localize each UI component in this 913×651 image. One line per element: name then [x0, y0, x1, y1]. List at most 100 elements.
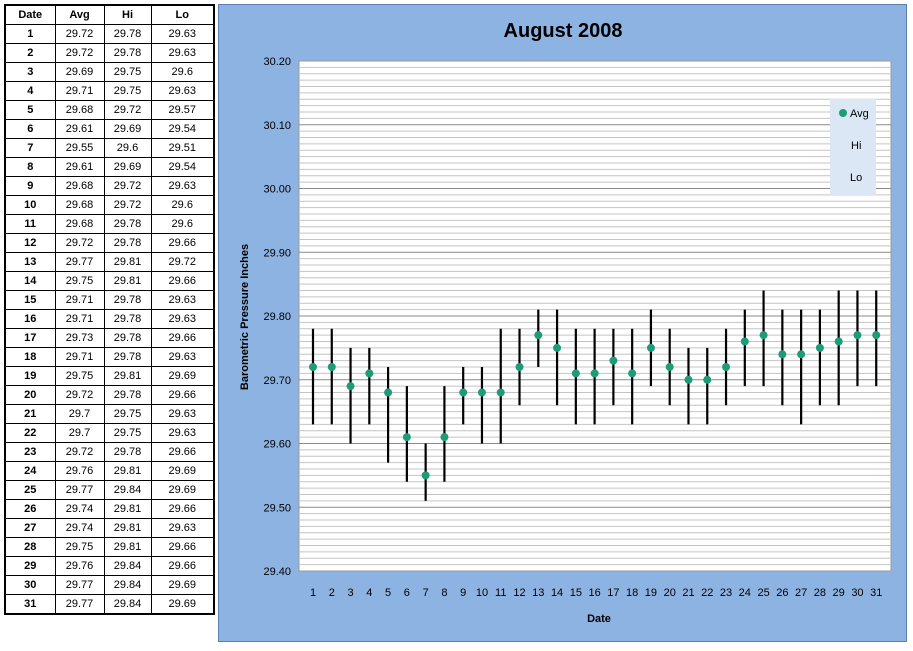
- cell-date: 21: [4, 404, 56, 424]
- cell-avg: 29.7: [54, 404, 105, 424]
- header-hi: Hi: [103, 4, 152, 25]
- cell-lo: 29.63: [150, 347, 215, 367]
- cell-hi: 29.78: [103, 24, 152, 44]
- x-tick-label: 18: [626, 587, 638, 599]
- table-row: 9 29.68 29.72 29.63: [4, 176, 215, 196]
- x-tick-label: 19: [645, 587, 657, 599]
- x-tick-label: 5: [385, 587, 391, 599]
- x-tick-label: 14: [551, 587, 563, 599]
- avg-points: [309, 331, 881, 480]
- table-row: 19 29.75 29.81 29.69: [4, 366, 215, 386]
- cell-date: 17: [4, 328, 56, 348]
- avg-point: [515, 363, 524, 371]
- cell-hi: 29.78: [103, 290, 152, 310]
- cell-avg: 29.72: [54, 442, 105, 462]
- avg-point: [421, 471, 430, 480]
- x-tick-label: 3: [347, 587, 353, 599]
- x-tick-label: 11: [495, 587, 506, 599]
- table-row: 7 29.55 29.6 29.51: [4, 138, 215, 158]
- table-row: 8 29.61 29.69 29.54: [4, 157, 215, 177]
- cell-avg: 29.61: [54, 119, 105, 139]
- avg-point: [722, 363, 731, 371]
- cell-lo: 29.6: [150, 62, 215, 82]
- cell-hi: 29.75: [103, 404, 152, 424]
- cell-hi: 29.78: [103, 233, 152, 253]
- cell-lo: 29.63: [150, 176, 215, 196]
- header-avg: Avg: [54, 4, 105, 25]
- cell-avg: 29.68: [54, 195, 105, 215]
- avg-point: [571, 369, 580, 378]
- avg-point: [534, 331, 543, 340]
- table-row: 27 29.74 29.81 29.63: [4, 518, 215, 538]
- avg-point: [684, 375, 693, 384]
- avg-point: [815, 343, 824, 352]
- table-row: 20 29.72 29.78 29.66: [4, 385, 215, 405]
- y-axis-ticks: 29.40 29.50 29.60 29.70 29.80 29.90 30.00 30.10…: [263, 56, 291, 578]
- cell-date: 14: [4, 271, 56, 291]
- avg-point: [740, 337, 749, 346]
- cell-date: 1: [4, 24, 56, 44]
- cell-date: 5: [4, 100, 56, 120]
- cell-lo: 29.63: [150, 290, 215, 310]
- cell-date: 13: [4, 252, 56, 272]
- cell-hi: 29.78: [103, 43, 152, 63]
- header-date: Date: [4, 4, 56, 25]
- cell-date: 26: [4, 499, 56, 519]
- cell-avg: 29.75: [54, 537, 105, 557]
- cell-avg: 29.68: [54, 100, 105, 120]
- cell-lo: 29.63: [150, 309, 215, 329]
- cell-lo: 29.66: [150, 385, 215, 405]
- cell-date: 22: [4, 423, 56, 443]
- cell-date: 31: [4, 594, 56, 615]
- table-row: 22 29.7 29.75 29.63: [4, 423, 215, 443]
- table-row: 4 29.71 29.75 29.63: [4, 81, 215, 101]
- cell-date: 19: [4, 366, 56, 386]
- cell-date: 18: [4, 347, 56, 367]
- cell-date: 25: [4, 480, 56, 500]
- x-tick-label: 21: [682, 587, 694, 599]
- cell-avg: 29.77: [54, 575, 105, 595]
- cell-avg: 29.69: [54, 62, 105, 82]
- cell-lo: 29.57: [150, 100, 215, 120]
- cell-lo: 29.63: [150, 423, 215, 443]
- cell-lo: 29.69: [150, 594, 215, 615]
- avg-point: [327, 363, 336, 371]
- cell-avg: 29.75: [54, 271, 105, 291]
- x-tick-label: 13: [532, 587, 544, 599]
- cell-hi: 29.81: [103, 518, 152, 538]
- table-row: 1 29.72 29.78 29.63: [4, 24, 215, 44]
- cell-date: 9: [4, 176, 56, 196]
- cell-hi: 29.78: [103, 214, 152, 234]
- avg-point: [384, 388, 393, 397]
- cell-hi: 29.84: [103, 480, 152, 500]
- table-row: 24 29.76 29.81 29.69: [4, 461, 215, 481]
- cell-date: 11: [4, 214, 56, 234]
- cell-avg: 29.68: [54, 176, 105, 196]
- cell-avg: 29.7: [54, 423, 105, 443]
- cell-date: 30: [4, 575, 56, 595]
- table-row: 25 29.77 29.84 29.69: [4, 480, 215, 500]
- cell-hi: 29.75: [103, 423, 152, 443]
- avg-point: [834, 337, 843, 346]
- table-row: 12 29.72 29.78 29.66: [4, 233, 215, 253]
- avg-point: [665, 363, 674, 371]
- cell-avg: 29.61: [54, 157, 105, 177]
- avg-point: [590, 369, 599, 378]
- x-tick-label: 26: [776, 587, 788, 599]
- cell-hi: 29.84: [103, 556, 152, 576]
- table-row: 29 29.76 29.84 29.66: [4, 556, 215, 576]
- cell-date: 3: [4, 62, 56, 82]
- cell-date: 24: [4, 461, 56, 481]
- y-tick-label: 30.10: [263, 120, 291, 132]
- y-tick-label: 29.60: [263, 439, 291, 451]
- cell-date: 10: [4, 195, 56, 215]
- avg-point: [628, 369, 637, 378]
- avg-point: [609, 356, 618, 365]
- x-tick-label: 15: [570, 587, 582, 599]
- cell-avg: 29.72: [54, 385, 105, 405]
- cell-hi: 29.72: [103, 176, 152, 196]
- table-row: 2 29.72 29.78 29.63: [4, 43, 215, 63]
- cell-hi: 29.81: [103, 366, 152, 386]
- table-row: 26 29.74 29.81 29.66: [4, 499, 215, 519]
- cell-hi: 29.6: [103, 138, 152, 158]
